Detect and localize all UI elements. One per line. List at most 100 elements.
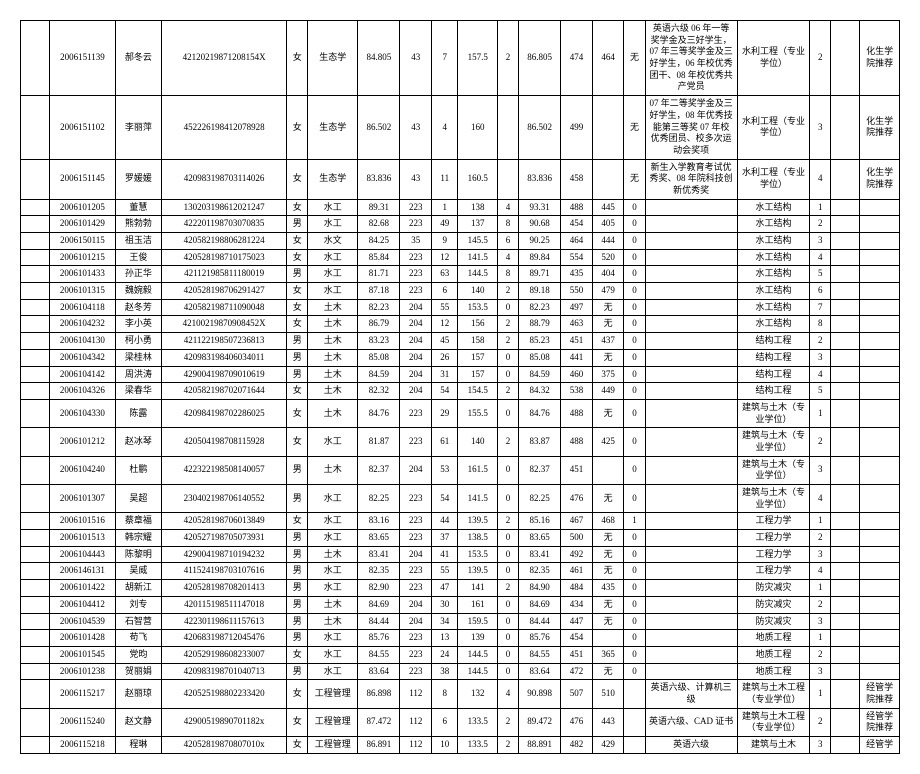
cell-name: 董慧 <box>115 199 161 216</box>
cell-id: 2006151145 <box>49 159 115 199</box>
cell-rec <box>860 456 900 484</box>
cell-sp <box>831 485 860 513</box>
cell-n1: 86.79 <box>358 316 400 333</box>
cell-n9: 1 <box>624 513 645 530</box>
cell-idnum: 422301198611157613 <box>161 613 286 630</box>
cell-major: 土木 <box>308 613 358 630</box>
cell-blank <box>21 563 50 580</box>
cell-rank: 4 <box>810 563 831 580</box>
cell-prog: 水工结构 <box>737 216 809 233</box>
cell-rank: 1 <box>810 680 831 708</box>
cell-n1: 86.502 <box>358 96 400 159</box>
cell-sex: 男 <box>287 216 308 233</box>
cell-notes <box>645 596 737 613</box>
cell-blank <box>21 580 50 597</box>
cell-n1: 84.59 <box>358 366 400 383</box>
cell-major: 土木 <box>308 399 358 427</box>
cell-sp <box>831 663 860 680</box>
cell-major: 工程管理 <box>308 708 358 736</box>
cell-notes <box>645 199 737 216</box>
cell-n6: 84.90 <box>519 580 561 597</box>
cell-n6: 83.87 <box>519 428 561 456</box>
cell-notes <box>645 299 737 316</box>
cell-n4: 161.5 <box>458 456 498 484</box>
cell-n3: 6 <box>432 708 458 736</box>
cell-sex: 女 <box>287 159 308 199</box>
table-row: 2006104326梁春华420582198702071644女土木82.322… <box>21 383 900 400</box>
cell-n7: 476 <box>561 485 593 513</box>
cell-sex: 男 <box>287 266 308 283</box>
cell-rank: 1 <box>810 513 831 530</box>
cell-sex: 男 <box>287 663 308 680</box>
cell-n6: 90.25 <box>519 233 561 250</box>
cell-n2: 204 <box>400 546 432 563</box>
cell-name: 郝冬云 <box>115 21 161 96</box>
cell-n9: 无 <box>624 159 645 199</box>
cell-n7: 554 <box>561 249 593 266</box>
cell-n4: 141.5 <box>458 249 498 266</box>
cell-n7: 454 <box>561 216 593 233</box>
cell-n2: 223 <box>400 646 432 663</box>
cell-n8: 无 <box>592 316 624 333</box>
cell-n1: 82.25 <box>358 485 400 513</box>
cell-n8: 无 <box>592 485 624 513</box>
cell-n7: 461 <box>561 563 593 580</box>
cell-notes <box>645 663 737 680</box>
cell-n4: 144.5 <box>458 266 498 283</box>
cell-n7: 467 <box>561 513 593 530</box>
cell-sp <box>831 266 860 283</box>
cell-sp <box>831 456 860 484</box>
cell-major: 工程管理 <box>308 737 358 754</box>
cell-n2: 204 <box>400 316 432 333</box>
cell-n8 <box>592 96 624 159</box>
cell-name: 熊勃勃 <box>115 216 161 233</box>
cell-n2: 204 <box>400 366 432 383</box>
cell-n3: 1 <box>432 199 458 216</box>
cell-n8: 437 <box>592 333 624 350</box>
cell-n9: 0 <box>624 399 645 427</box>
cell-id: 2006104326 <box>49 383 115 400</box>
cell-n3: 29 <box>432 399 458 427</box>
cell-n1: 83.836 <box>358 159 400 199</box>
cell-n5: 2 <box>497 333 518 350</box>
cell-n7: 500 <box>561 530 593 547</box>
cell-n7: 451 <box>561 333 593 350</box>
cell-n6: 83.836 <box>519 159 561 199</box>
cell-notes: 英语六级 06 年一等奖学金及三好学生，07 年三等奖学金及三好学生，06 年校… <box>645 21 737 96</box>
cell-n3: 4 <box>432 96 458 159</box>
cell-notes <box>645 283 737 300</box>
cell-n5: 2 <box>497 283 518 300</box>
cell-id: 2006101422 <box>49 580 115 597</box>
cell-n8: 445 <box>592 199 624 216</box>
cell-n9: 0 <box>624 283 645 300</box>
cell-prog: 地质工程 <box>737 630 809 647</box>
cell-notes <box>645 349 737 366</box>
cell-n9: 0 <box>624 299 645 316</box>
cell-n1: 87.18 <box>358 283 400 300</box>
cell-rec: 化生学院推荐 <box>860 159 900 199</box>
cell-n1: 81.87 <box>358 428 400 456</box>
table-row: 2006151145罗媛媛420983198703114026女生态学83.83… <box>21 159 900 199</box>
cell-n8: 468 <box>592 513 624 530</box>
cell-name: 蔡章福 <box>115 513 161 530</box>
cell-prog: 工程力学 <box>737 546 809 563</box>
cell-n8: 无 <box>592 663 624 680</box>
cell-sp <box>831 159 860 199</box>
cell-notes <box>645 249 737 266</box>
cell-prog: 建筑与土木工程（专业学位） <box>737 708 809 736</box>
table-row: 2006101433孙正华421121985811180019男水工81.712… <box>21 266 900 283</box>
cell-n8: 425 <box>592 428 624 456</box>
cell-n3: 55 <box>432 563 458 580</box>
cell-notes <box>645 580 737 597</box>
table-row: 2006104118赵冬芳420582198711090048女土木82.232… <box>21 299 900 316</box>
cell-n4: 144.5 <box>458 663 498 680</box>
cell-n6: 84.55 <box>519 646 561 663</box>
cell-n3: 10 <box>432 737 458 754</box>
cell-prog: 水利工程（专业学位） <box>737 21 809 96</box>
table-row: 2006101212赵冰琴420504198708115928女水工81.872… <box>21 428 900 456</box>
cell-n5: 0 <box>497 530 518 547</box>
cell-rec <box>860 513 900 530</box>
cell-rank: 4 <box>810 159 831 199</box>
cell-idnum: 420504198708115928 <box>161 428 286 456</box>
cell-notes <box>645 316 737 333</box>
